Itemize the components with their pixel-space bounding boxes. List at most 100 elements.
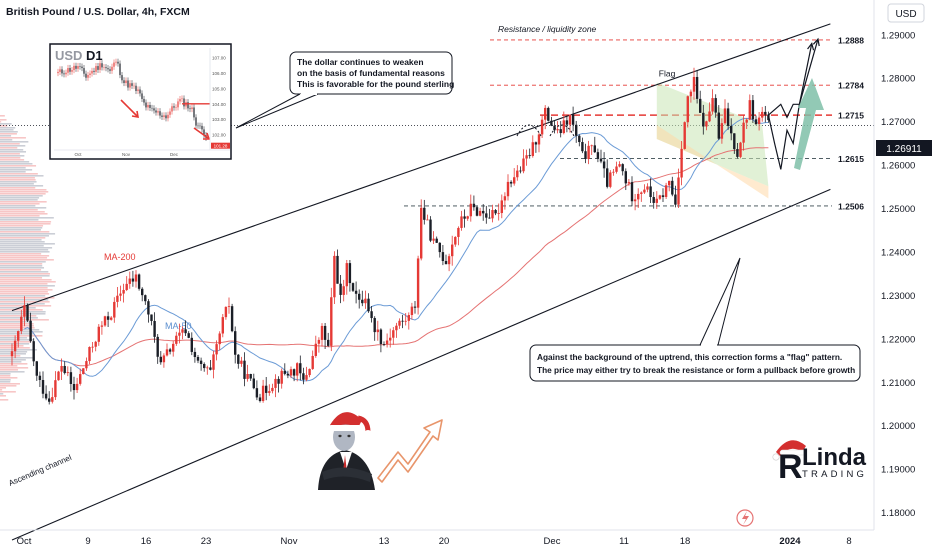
candle-body — [196, 357, 200, 361]
inset-candle-body — [79, 66, 81, 67]
volume-profile-bar — [0, 161, 30, 163]
candle-body — [717, 112, 720, 139]
candle-body — [193, 351, 197, 358]
candle-body — [48, 398, 51, 402]
candle-body — [178, 332, 181, 336]
volume-profile-bar — [0, 115, 5, 117]
candle-body — [761, 111, 764, 118]
volume-profile-bar — [0, 293, 50, 295]
lightning-icon[interactable] — [736, 509, 754, 527]
candle-body — [401, 320, 404, 322]
candle-body — [519, 170, 522, 172]
inset-last-price-tag — [211, 142, 230, 149]
candle-body — [581, 142, 584, 152]
candle-body — [317, 339, 321, 344]
volume-profile-bar — [0, 313, 46, 315]
candle-body — [296, 363, 299, 376]
candle-body — [528, 155, 531, 157]
candle-body — [404, 320, 407, 322]
volume-profile-bar — [0, 257, 48, 259]
price-axis[interactable]: 1.29000 1.28000 1.27000 1.26000 1.25000 1.240… — [873, 0, 915, 530]
candle-body — [757, 117, 761, 125]
candle-body — [708, 111, 711, 122]
time-tick-label: Oct — [17, 536, 32, 547]
volume-profile-bar — [0, 137, 26, 139]
volume-profile-bar — [0, 185, 44, 187]
volume-profile-bar — [0, 191, 49, 193]
candle-body — [460, 216, 463, 228]
inset-candle-body — [181, 98, 183, 100]
candle-body — [658, 195, 662, 199]
currency-badge[interactable]: USD — [887, 3, 925, 23]
inset-candle-body — [161, 115, 163, 117]
key-level-label: 1.2888 — [838, 35, 864, 45]
candle-body — [534, 142, 538, 145]
inset-candle-body — [139, 89, 141, 94]
volume-profile-bar — [0, 215, 40, 217]
volume-profile-bar — [0, 337, 28, 339]
volume-profile-bar — [0, 129, 14, 131]
price-tick-label: 1.28000 — [881, 74, 915, 85]
candle-body — [327, 339, 330, 346]
time-axis[interactable]: Oct 9 16 23 Nov 13 20 Dec 11 18 2024 8 — [0, 529, 874, 547]
candle-body — [94, 341, 97, 347]
inset-candle-body — [61, 69, 63, 74]
volume-profile-bar — [0, 255, 50, 257]
candle-body — [234, 331, 237, 355]
volume-profile-bar — [0, 187, 36, 189]
key-levels: 1.2888 1.2784 1.2715 1.2615 1.2506 Resistance… — [0, 24, 874, 211]
ma-200-line — [30, 147, 769, 367]
volume-profile-bar — [0, 321, 32, 323]
candle-body — [671, 180, 674, 195]
inset-candle-body — [101, 63, 103, 68]
price-tick-label: 1.21000 — [881, 378, 915, 389]
inset-candle-body — [153, 108, 155, 111]
candle-body — [395, 325, 398, 331]
volume-profile-bar — [0, 359, 26, 361]
volume-profile-bar — [0, 213, 48, 215]
candle-body — [20, 316, 23, 332]
volume-profile-bar — [0, 233, 56, 235]
volume-profile-bar — [0, 369, 19, 371]
candle-body — [240, 360, 243, 364]
price-tick-label: 1.19000 — [881, 465, 915, 476]
volume-profile-bar — [0, 189, 47, 191]
inset-candle-body — [149, 104, 151, 108]
inset-price-tick: 103.00 — [212, 117, 226, 122]
candle-body — [292, 369, 296, 376]
candle-body — [599, 158, 603, 162]
time-tick-label: 11 — [619, 536, 629, 547]
candle-body — [513, 177, 516, 184]
candle-body — [695, 76, 699, 99]
candle-body — [652, 197, 655, 203]
volume-profile-bar — [0, 231, 50, 233]
inset-candle-body — [73, 65, 75, 71]
volume-profile-bar — [0, 145, 26, 147]
candle-body — [491, 210, 494, 219]
annotations — [516, 124, 575, 137]
candle-body — [482, 210, 485, 214]
target-arrow — [794, 78, 824, 170]
candle-body — [261, 385, 265, 401]
candle-body — [438, 242, 441, 253]
candle-body — [689, 91, 693, 97]
candle-body — [314, 343, 317, 356]
candle-body — [426, 219, 429, 221]
candle-body — [571, 114, 575, 125]
callout-bottom-line-2: The price may either try to break the re… — [537, 365, 855, 375]
volume-profile-bar — [0, 339, 34, 341]
candle-body — [348, 263, 352, 284]
candle-body — [624, 171, 627, 184]
candle-body — [643, 189, 646, 193]
volume-profile-bar — [0, 283, 48, 285]
inset-candle-body — [173, 106, 175, 108]
candle-body — [150, 314, 153, 321]
inset-candle-body — [171, 106, 173, 112]
candle-body — [441, 252, 445, 262]
inset-candle-body — [97, 66, 99, 70]
candle-body — [420, 207, 423, 259]
callout-flag-pattern: Against the background of the uptrend, t… — [529, 257, 861, 382]
projection-paths — [767, 37, 824, 170]
inset-candle-body — [159, 111, 161, 116]
